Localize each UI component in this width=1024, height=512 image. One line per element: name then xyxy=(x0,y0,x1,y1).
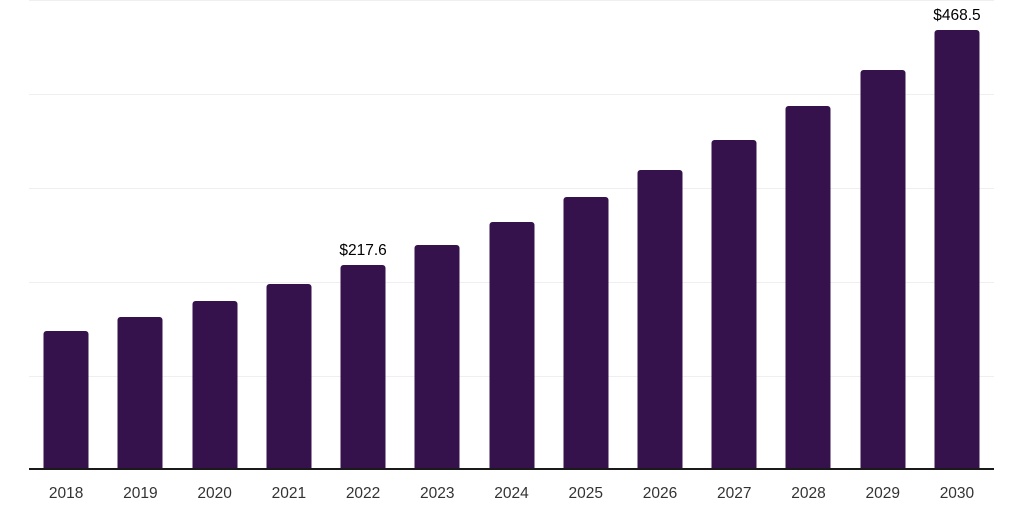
bar-slot-2022: $217.6 xyxy=(326,0,400,470)
gridline-300 xyxy=(29,188,994,189)
gridline-500 xyxy=(29,0,994,1)
bar-2028 xyxy=(785,106,831,470)
bar-2024 xyxy=(489,222,535,470)
x-tick-2021: 2021 xyxy=(271,485,307,502)
bar-slot-2018 xyxy=(29,0,103,470)
bar-2029 xyxy=(860,69,906,470)
bar-value-label-2030: $468.5 xyxy=(933,6,981,24)
bar-2021 xyxy=(266,284,312,470)
bar-2018 xyxy=(43,330,89,470)
bar-2019 xyxy=(117,316,163,470)
bar-slot-2029 xyxy=(846,0,920,470)
x-tick-2027: 2027 xyxy=(716,485,752,502)
x-tick-2025: 2025 xyxy=(568,485,603,502)
x-axis-labels: 2018 2019 2020 2021 2022 2023 2024 2025 2026 2027… xyxy=(29,470,994,512)
bar-slot-2027 xyxy=(697,0,771,470)
bar-2023 xyxy=(414,244,460,470)
bar-value-label-2022: $217.6 xyxy=(339,242,387,260)
bar-2025 xyxy=(563,197,609,470)
bar-slot-2020 xyxy=(177,0,251,470)
bar-slot-2021 xyxy=(252,0,326,470)
gridline-400 xyxy=(29,94,994,95)
bar-2027 xyxy=(711,139,757,470)
x-tick-2026: 2026 xyxy=(642,485,678,502)
x-tick-2024: 2024 xyxy=(494,485,529,502)
x-tick-2022: 2022 xyxy=(345,485,381,502)
x-tick-2028: 2028 xyxy=(791,485,826,502)
bar-slot-2025 xyxy=(549,0,623,470)
bar-2020 xyxy=(192,301,238,470)
x-tick-2030: 2030 xyxy=(939,485,975,502)
x-tick-2019: 2019 xyxy=(123,485,158,502)
plot-area: $217.6 $468.5 xyxy=(29,0,994,470)
bar-slot-2023 xyxy=(400,0,474,470)
bar-slot-2024 xyxy=(474,0,548,470)
bar-slot-2030: $468.5 xyxy=(920,0,994,470)
bars-container: $217.6 $468.5 xyxy=(29,0,994,470)
bar-2022 xyxy=(340,265,386,470)
x-tick-2020: 2020 xyxy=(197,485,232,502)
x-tick-2018: 2018 xyxy=(48,485,84,502)
bar-slot-2028 xyxy=(771,0,845,470)
bar-slot-2019 xyxy=(103,0,177,470)
bar-slot-2026 xyxy=(623,0,697,470)
x-tick-2023: 2023 xyxy=(420,485,455,502)
x-axis-line xyxy=(29,468,994,470)
x-tick-2029: 2029 xyxy=(865,485,900,502)
bar-2026 xyxy=(637,169,683,470)
bar-2030 xyxy=(934,29,980,470)
